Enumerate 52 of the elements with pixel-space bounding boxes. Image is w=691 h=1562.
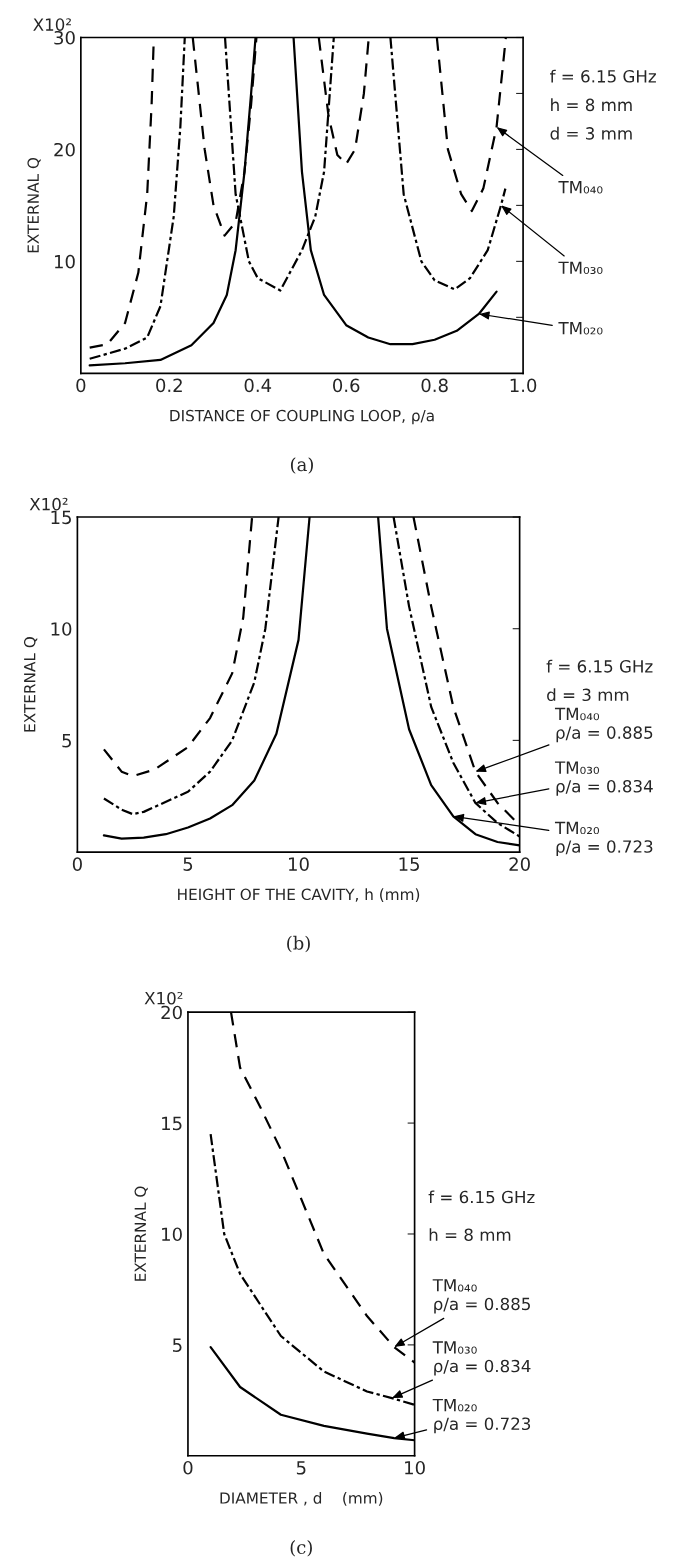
- x-tick-label: 10: [405, 1460, 425, 1475]
- y-tick-label: 10: [54, 254, 75, 269]
- text: d = 3 mm: [550, 126, 632, 140]
- annotation: TM₀₂₀ ρ/a = 0.723: [554, 821, 653, 857]
- text: d = 3 mm: [547, 688, 629, 702]
- y-tick-label: 5: [173, 1338, 182, 1352]
- annotation: TM₀₂₀ ρ/a = 0.723: [432, 1398, 531, 1434]
- x-tick-label: 5: [183, 857, 193, 871]
- y-tick-label: 20: [161, 1005, 182, 1020]
- x-tick-label: 0.2: [156, 378, 182, 393]
- annotation: TM₀₃₀: [558, 261, 603, 274]
- x-tick-label: 0: [183, 1460, 193, 1475]
- x-tick-label: 1.0: [510, 378, 537, 393]
- text: h = 8 mm: [429, 1228, 511, 1242]
- x-tick-label: 20: [509, 857, 530, 871]
- x-axis-title: HEIGHT OF THE CAVITY, h (mm): [178, 888, 420, 902]
- x-tick-label: 10: [289, 857, 309, 871]
- annotation: TM₀₃₀ ρ/a = 0.834: [432, 1341, 531, 1376]
- text: X10²: [29, 497, 68, 511]
- x-tick-label: 15: [399, 857, 419, 871]
- text: f = 6.15 GHz: [546, 659, 653, 673]
- x-tick-label: 0.6: [333, 378, 360, 393]
- x-axis-title: DIAMETER , d (mm): [220, 1492, 383, 1506]
- y-tick-label: 20: [54, 142, 75, 157]
- text: (a): [290, 457, 313, 474]
- y-tick-label: 30: [54, 30, 75, 45]
- x-axis-title: DISTANCE OF COUPLING LOOP, ρ/a: [170, 409, 434, 425]
- y-axis-title: EXTERNAL Q: [134, 1186, 148, 1281]
- annotation: TM₀₄₀ ρ/a = 0.885: [554, 707, 653, 743]
- y-tick-label: 10: [51, 622, 72, 636]
- y-tick-label: 15: [51, 510, 71, 525]
- text: (b): [287, 935, 310, 953]
- text: h = 8 mm: [551, 98, 632, 112]
- annotation: TM₀₂₀: [558, 322, 603, 335]
- y-tick-label: 15: [162, 1116, 182, 1131]
- x-tick-label: 0.8: [421, 378, 448, 393]
- x-tick-label: 0: [72, 857, 82, 871]
- y-axis-title: EXTERNAL Q: [23, 637, 38, 732]
- text: f = 6.15 GHz: [550, 69, 656, 83]
- annotation: TM₀₄₀: [558, 181, 603, 194]
- y-tick-label: 5: [62, 734, 71, 748]
- x-tick-label: 5: [296, 1461, 306, 1475]
- text: (c): [290, 1540, 312, 1557]
- x-tick-label: 0.4: [244, 378, 272, 393]
- text: X10²: [33, 18, 71, 31]
- y-axis-title: EXTERNAL Q: [27, 157, 41, 253]
- x-tick-label: 0: [76, 378, 86, 393]
- annotation: TM₀₄₀ ρ/a = 0.885: [432, 1279, 530, 1314]
- text: f = 6.15 GHz: [428, 1190, 535, 1204]
- text: X10²: [144, 991, 183, 1005]
- y-tick-label: 10: [162, 1227, 182, 1242]
- annotation: TM₀₃₀ ρ/a = 0.834: [554, 761, 653, 796]
